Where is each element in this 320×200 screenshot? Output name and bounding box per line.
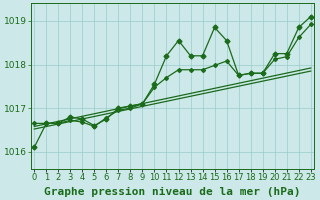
X-axis label: Graphe pression niveau de la mer (hPa): Graphe pression niveau de la mer (hPa) bbox=[44, 186, 301, 197]
